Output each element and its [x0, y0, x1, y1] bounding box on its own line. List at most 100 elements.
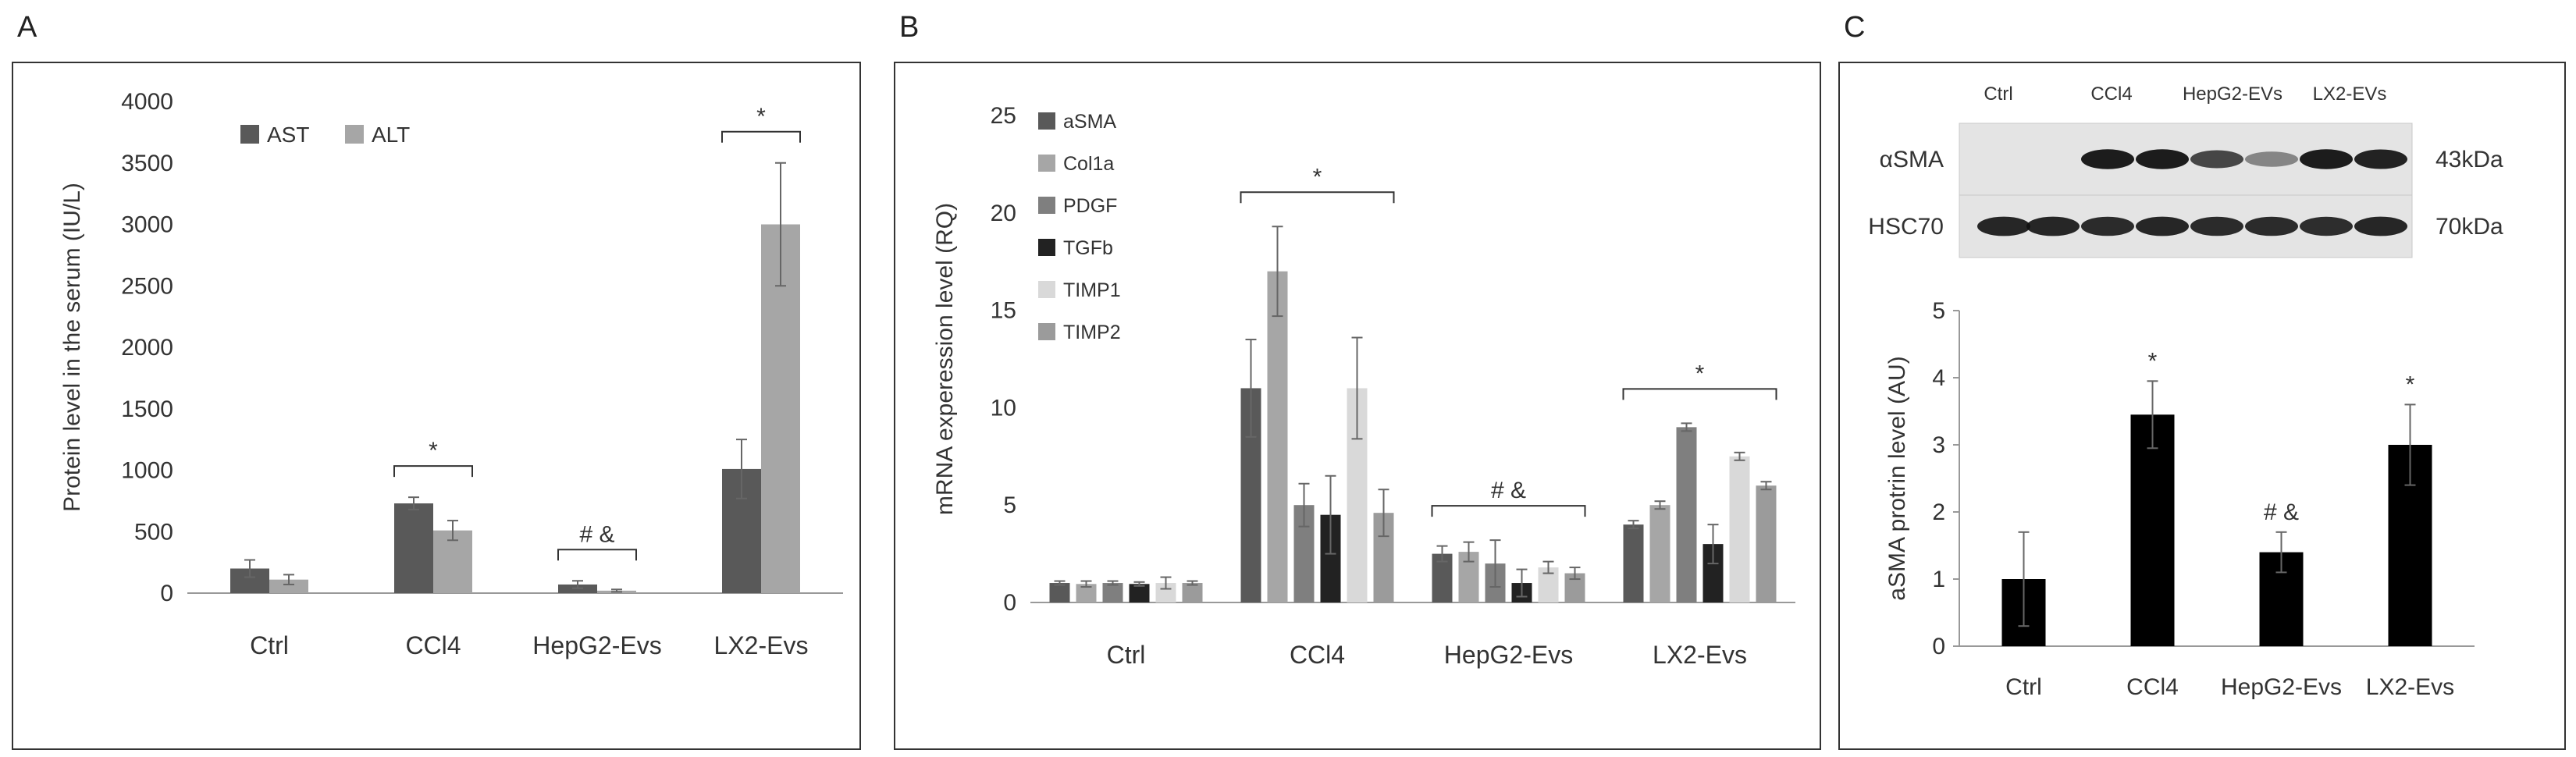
chart-b-bar-pdgf-lx2-evs	[1676, 427, 1697, 602]
panel-b-frame	[894, 62, 1821, 750]
chart-c-bar-asma-ccl4	[2130, 414, 2175, 646]
blot-row-label-hsc70: HSC70	[1868, 214, 1944, 240]
chart-b-category-label-ctrl: Ctrl	[1107, 641, 1146, 669]
chart-b-y-tick-0: 0	[1003, 590, 1016, 616]
chart-b-y-tick-5: 5	[1003, 492, 1016, 518]
blot-band-hsc70-lane-2	[2026, 216, 2080, 236]
chart-b-legend-label-timp1: TIMP1	[1063, 279, 1121, 301]
chart-a-y-tick-500: 500	[134, 519, 173, 545]
chart-a-annotation-bracket-1	[557, 549, 637, 561]
chart-a-legend-swatch-alt	[345, 125, 364, 144]
chart-c-y-tick-2: 2	[1932, 499, 1945, 525]
panel-letter-c: C	[1844, 11, 1866, 44]
chart-a-y-tick-4000: 4000	[121, 89, 173, 115]
chart-c-annotation-text-1: # &	[2264, 499, 2299, 525]
chart-a-bar-alt-ctrl	[269, 579, 308, 593]
chart-b-bar-col1a-lx2-evs	[1649, 505, 1670, 602]
blot-band-hsc70-lane-4	[2136, 216, 2189, 236]
blot-size-label-hsc70: 70kDa	[2435, 214, 2503, 240]
chart-b-annotation-text-0: *	[1313, 164, 1322, 190]
blot-column-label-hepg2-evs: HepG2-EVs	[2183, 84, 2282, 105]
chart-b-legend-label-col1a: Col1a	[1063, 153, 1114, 175]
chart-b-bar-col1a-ctrl	[1076, 584, 1097, 602]
chart-b-bar-pdgf-ctrl	[1102, 583, 1123, 602]
chart-b-annotation-bracket-0	[1240, 191, 1395, 204]
blot-band-sma-lane-6	[2245, 151, 2298, 167]
blot-band-sma-lane-8	[2354, 149, 2407, 169]
blot-band-sma-lane-7	[2300, 149, 2353, 169]
chart-b-bar-asma-ctrl	[1049, 583, 1070, 602]
chart-b-annotation-text-1: # &	[1491, 478, 1526, 503]
chart-a-category-label-hepg2-evs: HepG2-Evs	[532, 631, 661, 659]
blot-row-label-sma: αSMA	[1880, 147, 1944, 172]
chart-a-legend-swatch-ast	[240, 125, 259, 144]
chart-a-y-tick-0: 0	[160, 581, 173, 606]
chart-c-category-label-ccl4: CCl4	[2126, 674, 2179, 700]
chart-a-annotation-text-1: # &	[579, 521, 614, 547]
blot-band-hsc70-lane-6	[2245, 216, 2298, 236]
chart-b-legend-label-pdgf: PDGF	[1063, 195, 1117, 217]
chart-b-bar-tgfb-ctrl	[1129, 584, 1150, 602]
chart-b-y-label: mRNA experession level (RQ)	[932, 203, 958, 515]
chart-a-annotation-bracket-2	[721, 130, 801, 143]
chart-c-annotation-text-0: *	[2148, 348, 2158, 374]
chart-b-legend-swatch-tgfb	[1038, 239, 1055, 256]
chart-b-bar-asma-lx2-evs	[1623, 524, 1644, 602]
chart-c-y-tick-5: 5	[1932, 298, 1945, 324]
blot-band-hsc70-lane-5	[2190, 216, 2243, 236]
chart-a-category-label-lx2-evs: LX2-Evs	[714, 631, 809, 659]
chart-a-y-label: Protein level in the serum (IU/L)	[59, 183, 85, 512]
chart-b-bar-col1a-ccl4	[1267, 271, 1288, 602]
chart-b-y-tick-10: 10	[991, 395, 1016, 421]
blot-band-hsc70-lane-8	[2354, 216, 2407, 236]
chart-b-legend-swatch-asma	[1038, 112, 1055, 130]
chart-a-legend-label-alt: ALT	[372, 123, 410, 147]
chart-a-bar-ast-ccl4	[394, 503, 433, 593]
blot-column-label-ctrl: Ctrl	[1984, 84, 2012, 105]
chart-c-y-tick-0: 0	[1932, 634, 1945, 659]
chart-a-annotation-text-0: *	[429, 438, 438, 464]
chart-b-legend-label-timp2: TIMP2	[1063, 322, 1121, 343]
chart-b-y-tick-15: 15	[991, 298, 1016, 324]
blot-band-hsc70-lane-1	[1977, 216, 2030, 236]
panel-c-frame	[1838, 62, 2566, 750]
panel-letter-a: A	[17, 11, 37, 44]
chart-a-annotation-bracket-0	[393, 465, 473, 478]
chart-b-category-label-ccl4: CCl4	[1290, 641, 1345, 669]
blot-band-sma-lane-3	[2081, 149, 2134, 169]
chart-b-legend-swatch-pdgf	[1038, 197, 1055, 214]
panel-letter-b: B	[899, 11, 920, 44]
chart-b-category-label-hepg2-evs: HepG2-Evs	[1444, 641, 1573, 669]
chart-c-annotation-text-2: *	[2406, 371, 2415, 397]
chart-b-annotation-bracket-2	[1622, 388, 1777, 400]
chart-a-y-tick-3000: 3000	[121, 212, 173, 238]
chart-a-y-tick-2500: 2500	[121, 273, 173, 299]
chart-c-category-label-ctrl: Ctrl	[2005, 674, 2042, 700]
blot-band-hsc70-lane-3	[2081, 216, 2134, 236]
chart-b-bar-timp1-lx2-evs	[1729, 456, 1750, 602]
chart-b-legend-swatch-timp2	[1038, 323, 1055, 340]
panel-a-frame	[12, 62, 861, 750]
blot-column-label-lx2-evs: LX2-EVs	[2313, 84, 2387, 105]
chart-a-y-tick-1000: 1000	[121, 458, 173, 484]
chart-c-y-tick-4: 4	[1932, 365, 1945, 391]
chart-b-y-tick-20: 20	[991, 201, 1016, 226]
chart-b-bar-timp2-ctrl	[1182, 583, 1203, 602]
chart-b-legend-swatch-timp1	[1038, 281, 1055, 298]
chart-b-bar-timp2-lx2-evs	[1756, 485, 1777, 602]
blot-band-hsc70-lane-7	[2300, 216, 2353, 236]
chart-b-category-label-lx2-evs: LX2-Evs	[1653, 641, 1747, 669]
chart-a-category-label-ctrl: Ctrl	[250, 631, 289, 659]
chart-c-y-tick-3: 3	[1932, 432, 1945, 458]
chart-c-y-tick-1: 1	[1932, 567, 1945, 592]
chart-c-category-label-hepg2-evs: HepG2-Evs	[2221, 674, 2342, 700]
chart-b-legend-label-tgfb: TGFb	[1063, 237, 1113, 259]
blot-column-label-ccl4: CCl4	[2090, 84, 2132, 105]
chart-c-y-label: aSMA protrin level (AU)	[1884, 356, 1910, 600]
blot-band-sma-lane-4	[2136, 149, 2189, 169]
chart-a-y-tick-1500: 1500	[121, 396, 173, 422]
blot-band-sma-lane-5	[2190, 150, 2243, 169]
chart-b-legend-label-asma: aSMA	[1063, 111, 1116, 133]
chart-a-y-tick-2000: 2000	[121, 335, 173, 361]
